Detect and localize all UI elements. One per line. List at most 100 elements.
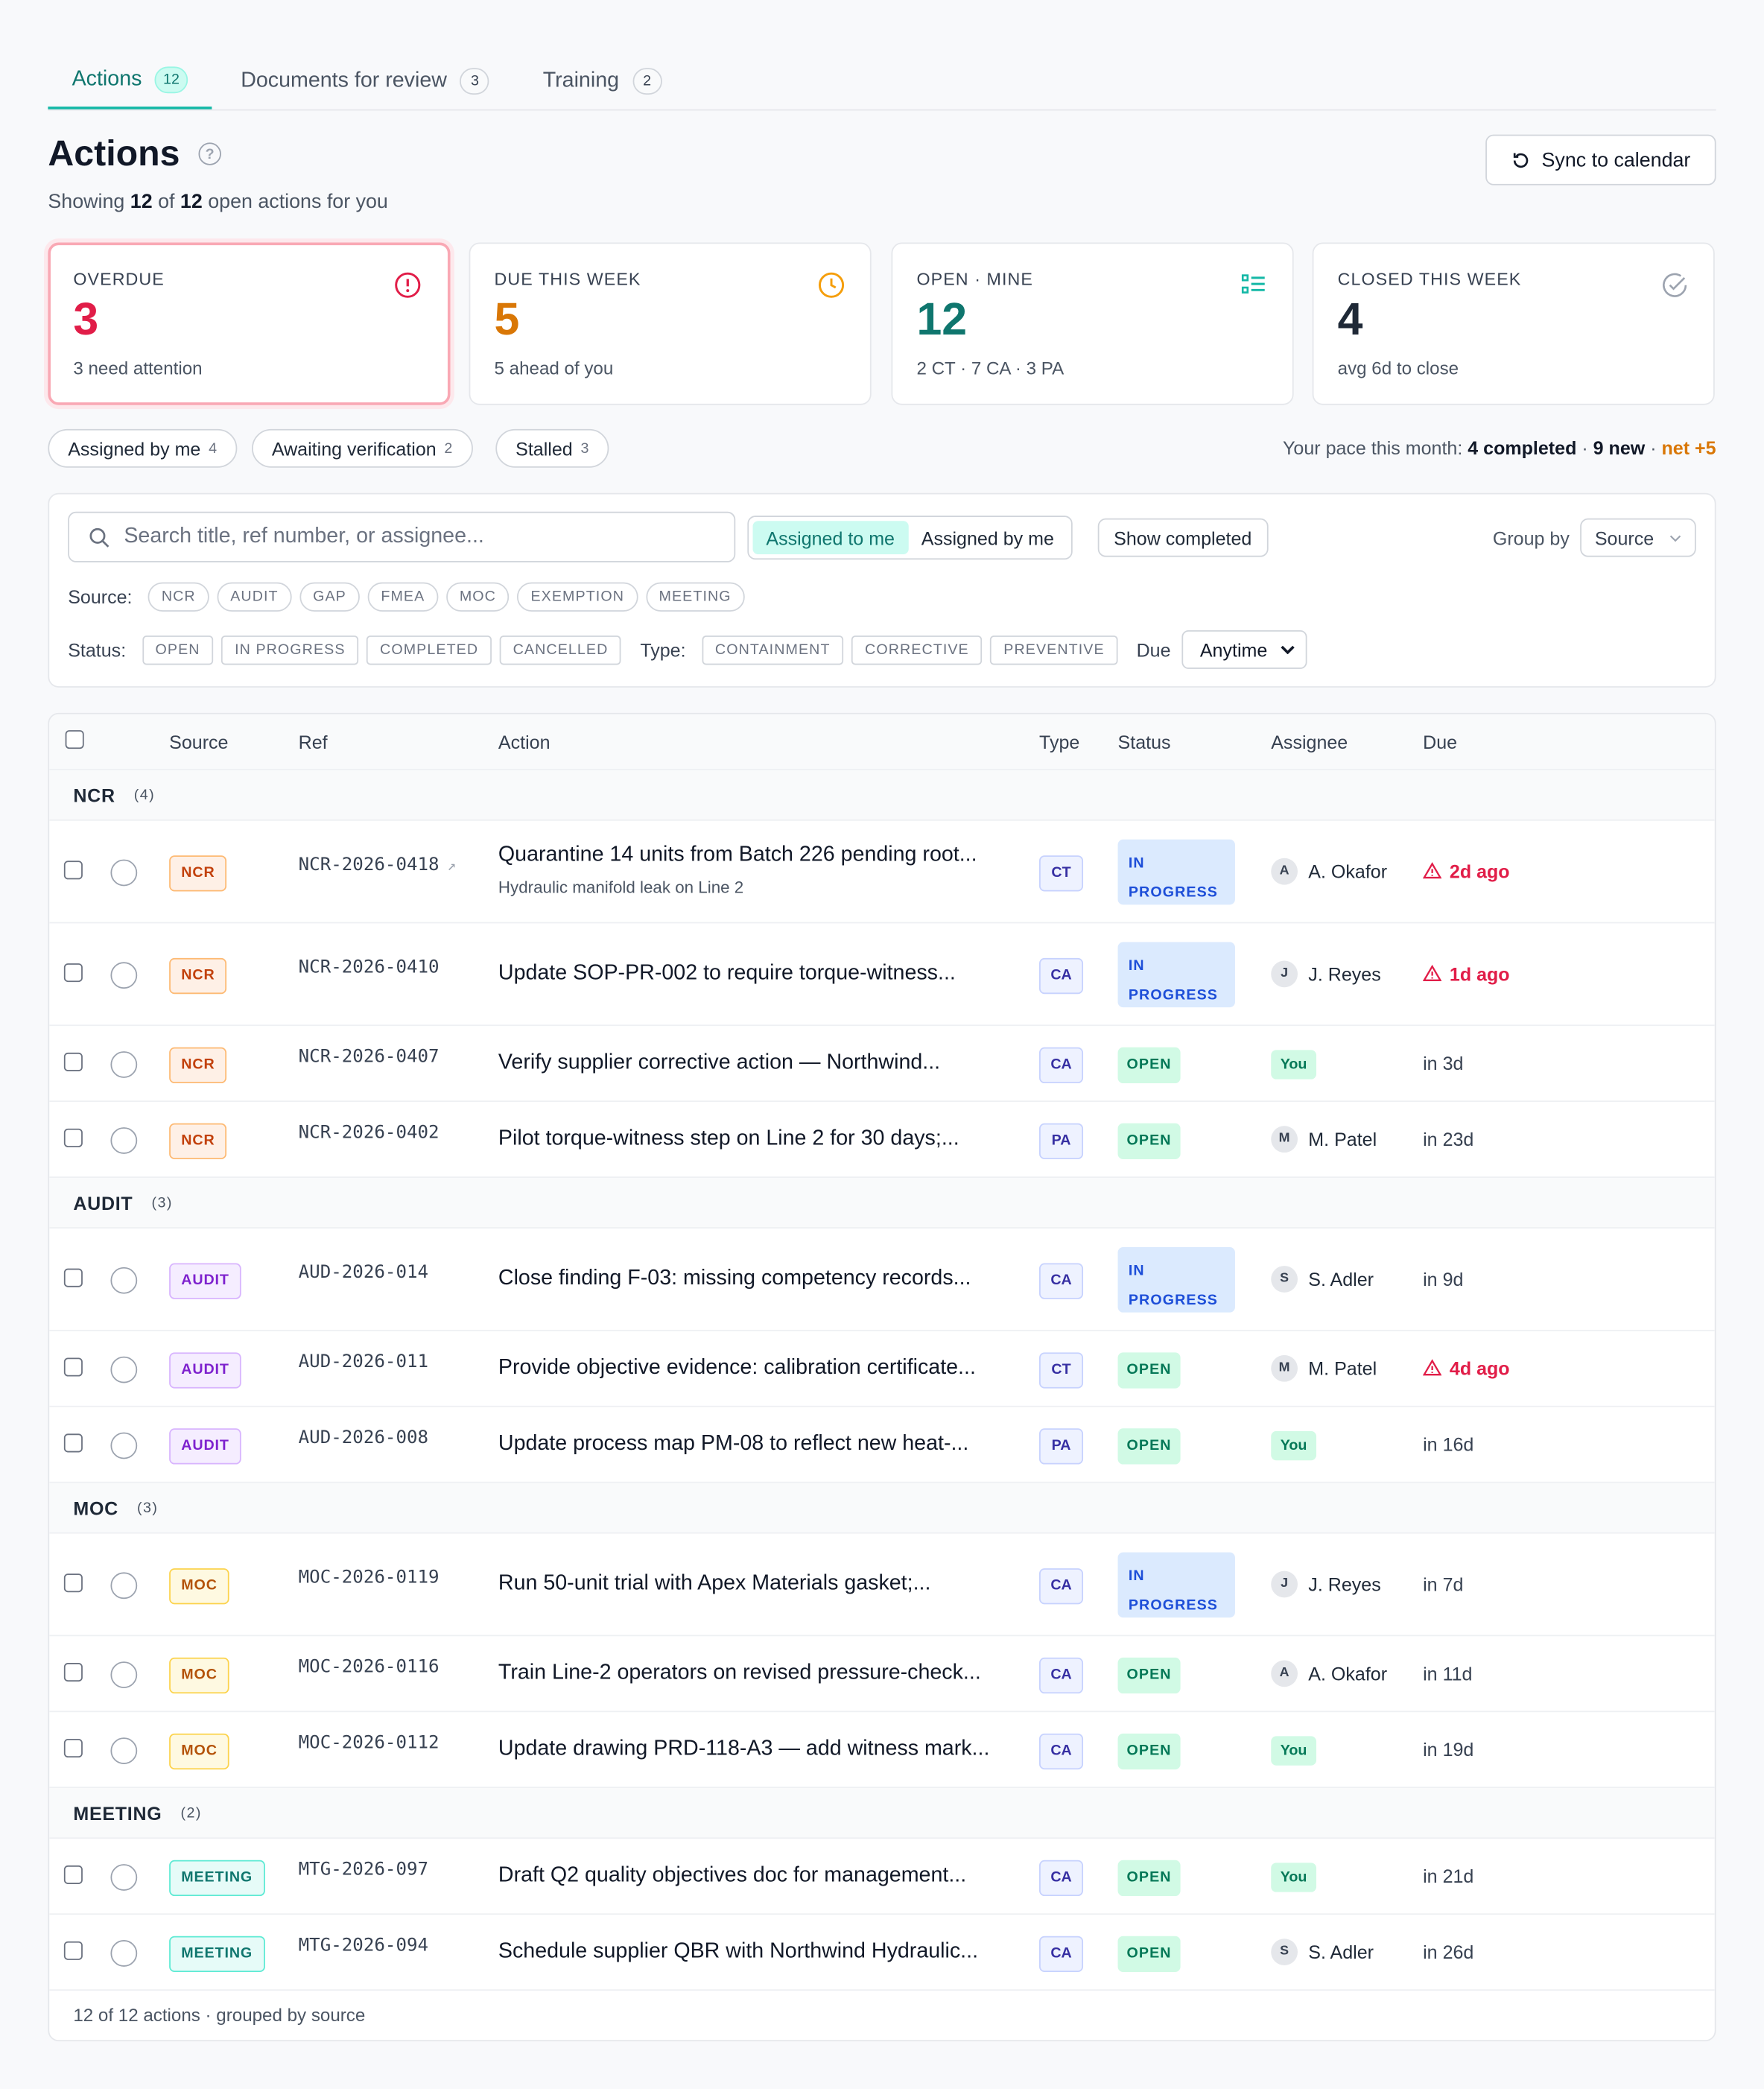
source-chip-audit[interactable]: AUDIT	[217, 582, 292, 612]
assigned-by-me-toggle[interactable]: Assigned by me	[921, 527, 1054, 548]
table-row[interactable]: NCR NCR-2026-0402 Pilot torque-witness ste…	[49, 1102, 1715, 1179]
status-chip-cancelled[interactable]: CANCELLED	[499, 635, 622, 665]
ref-number[interactable]: AUD-2026-008	[299, 1427, 428, 1448]
assigned-to-me-toggle[interactable]: Assigned to me	[752, 521, 908, 555]
kpi-card-open-mine[interactable]: OPEN · MINE 12 2 CT · 7 CA · 3 PA	[891, 242, 1294, 405]
action-title[interactable]: Update process map PM-08 to reflect new …	[498, 1431, 969, 1455]
action-title[interactable]: Update SOP-PR-002 to require torque-witn…	[498, 961, 956, 984]
type-chip-containment[interactable]: CONTAINMENT	[702, 635, 844, 665]
row-checkbox[interactable]	[63, 1940, 83, 1959]
external-link-icon[interactable]: ↗	[447, 856, 457, 874]
sync-to-calendar-button[interactable]: Sync to calendar	[1485, 134, 1716, 186]
table-row[interactable]: AUDIT AUD-2026-014 Close finding F-03: mis…	[49, 1229, 1715, 1331]
row-checkbox[interactable]	[63, 1573, 83, 1592]
source-chip-exemption[interactable]: EXEMPTION	[517, 582, 638, 612]
group-header-meeting[interactable]: MEETING (2)	[49, 1788, 1715, 1839]
quick-filter-awaiting-verification[interactable]: Awaiting verification 2	[252, 428, 473, 468]
ref-number[interactable]: MOC-2026-0112	[299, 1731, 440, 1753]
complete-toggle[interactable]	[110, 1661, 138, 1688]
ref-number[interactable]: MOC-2026-0116	[299, 1655, 440, 1677]
group-header-ncr[interactable]: NCR (4)	[49, 770, 1715, 821]
action-title[interactable]: Provide objective evidence: calibration …	[498, 1355, 976, 1379]
type-chip-corrective[interactable]: CORRECTIVE	[851, 635, 983, 665]
show-completed-button[interactable]: Show completed	[1097, 518, 1268, 557]
status-chip-in-progress[interactable]: IN PROGRESS	[221, 635, 359, 665]
row-checkbox[interactable]	[63, 1357, 83, 1376]
table-row[interactable]: MEETING MTG-2026-094 Schedule supplier QBR…	[49, 1915, 1715, 1991]
row-checkbox[interactable]	[63, 1738, 83, 1757]
ref-number[interactable]: MOC-2026-0119	[299, 1566, 440, 1588]
table-row[interactable]: MOC MOC-2026-0119 Run 50-unit trial with A…	[49, 1534, 1715, 1637]
complete-toggle[interactable]	[110, 961, 138, 989]
action-title[interactable]: Draft Q2 quality objectives doc for mana…	[498, 1863, 967, 1886]
action-title[interactable]: Close finding F-03: missing competency r…	[498, 1266, 971, 1290]
action-title[interactable]: Train Line-2 operators on revised pressu…	[498, 1661, 981, 1684]
complete-toggle[interactable]	[110, 1050, 138, 1078]
complete-toggle[interactable]	[110, 1126, 138, 1153]
row-checkbox[interactable]	[63, 1433, 83, 1452]
column-header-assignee[interactable]: Assignee	[1271, 731, 1348, 753]
ref-number[interactable]: AUD-2026-011	[299, 1351, 428, 1372]
column-header-ref[interactable]: Ref	[298, 731, 328, 753]
table-row[interactable]: MEETING MTG-2026-097 Draft Q2 quality obje…	[49, 1839, 1715, 1915]
row-checkbox[interactable]	[63, 860, 83, 879]
ref-number[interactable]: MTG-2026-097	[299, 1858, 428, 1880]
source-chip-ncr[interactable]: NCR	[147, 582, 209, 612]
row-checkbox[interactable]	[63, 1662, 83, 1681]
complete-toggle[interactable]	[110, 858, 138, 886]
ref-number[interactable]: NCR-2026-0402	[299, 1121, 440, 1143]
complete-toggle[interactable]	[110, 1939, 138, 1966]
complete-toggle[interactable]	[110, 1737, 138, 1764]
row-checkbox[interactable]	[63, 963, 83, 982]
row-checkbox[interactable]	[63, 1052, 83, 1071]
table-row[interactable]: NCR NCR-2026-0407 Verify supplier correcti…	[49, 1026, 1715, 1103]
source-chip-meeting[interactable]: MEETING	[645, 582, 745, 612]
table-row[interactable]: NCR NCR-2026-0410 Update SOP-PR-002 to req…	[49, 923, 1715, 1027]
kpi-card-closed-this-week[interactable]: CLOSED THIS WEEK 4 avg 6d to close	[1312, 242, 1715, 405]
tab-actions[interactable]: Actions 12	[48, 54, 212, 110]
ref-number[interactable]: NCR-2026-0407	[299, 1045, 440, 1067]
complete-toggle[interactable]	[110, 1571, 138, 1599]
action-title[interactable]: Update drawing PRD-118-A3 — add witness …	[498, 1737, 990, 1760]
status-chip-open[interactable]: OPEN	[142, 635, 214, 665]
complete-toggle[interactable]	[110, 1266, 138, 1293]
source-chip-moc[interactable]: MOC	[445, 582, 510, 612]
status-chip-completed[interactable]: COMPLETED	[367, 635, 492, 665]
ref-number[interactable]: AUD-2026-014	[299, 1261, 428, 1283]
search-input[interactable]	[124, 524, 684, 549]
action-title[interactable]: Verify supplier corrective action — Nort…	[498, 1050, 941, 1074]
table-row[interactable]: AUDIT AUD-2026-011 Provide objective evide…	[49, 1331, 1715, 1407]
column-header-due[interactable]: Due	[1423, 731, 1458, 753]
table-row[interactable]: MOC MOC-2026-0116 Train Line-2 operators o…	[49, 1636, 1715, 1713]
column-header-type[interactable]: Type	[1039, 731, 1080, 753]
source-chip-fmea[interactable]: FMEA	[367, 582, 439, 612]
help-icon[interactable]: ?	[198, 142, 221, 165]
due-filter-select[interactable]: Anytime	[1181, 630, 1307, 669]
row-checkbox[interactable]	[63, 1127, 83, 1147]
group-header-moc[interactable]: MOC (3)	[49, 1483, 1715, 1534]
search-box[interactable]	[68, 511, 736, 562]
column-header-status[interactable]: Status	[1117, 731, 1171, 753]
select-all-checkbox[interactable]	[65, 730, 84, 749]
column-header-action[interactable]: Action	[498, 731, 551, 753]
column-header-source[interactable]: Source	[169, 731, 229, 753]
action-title[interactable]: Pilot torque-witness step on Line 2 for …	[498, 1126, 959, 1150]
ref-number[interactable]: NCR-2026-0410	[299, 956, 440, 977]
table-row[interactable]: AUDIT AUD-2026-008 Update process map PM-0…	[49, 1407, 1715, 1483]
table-row[interactable]: NCR NCR-2026-0418 ↗ Hydraulic manifold leak…	[49, 821, 1715, 924]
table-row[interactable]: MOC MOC-2026-0112 Update drawing PRD-118-A…	[49, 1712, 1715, 1789]
row-checkbox[interactable]	[63, 1267, 83, 1287]
quick-filter-assigned-by-me[interactable]: Assigned by me 4	[48, 428, 237, 468]
action-title[interactable]: Schedule supplier QBR with Northwind Hyd…	[498, 1939, 979, 1962]
action-title[interactable]: Run 50-unit trial with Apex Materials ga…	[498, 1571, 931, 1594]
quick-filter-stalled[interactable]: Stalled 3	[495, 428, 609, 468]
ref-number[interactable]: NCR-2026-0418 ↗	[299, 854, 457, 875]
type-chip-preventive[interactable]: PREVENTIVE	[990, 635, 1118, 665]
kpi-card-due-this-week[interactable]: DUE THIS WEEK 5 5 ahead of you	[469, 242, 872, 405]
ref-number[interactable]: MTG-2026-094	[299, 1934, 428, 1956]
group-header-audit[interactable]: AUDIT (3)	[49, 1178, 1715, 1229]
kpi-card-overdue[interactable]: OVERDUE 3 3 need attention	[48, 242, 451, 405]
complete-toggle[interactable]	[110, 1431, 138, 1459]
group-by-select[interactable]: Source	[1580, 518, 1696, 557]
complete-toggle[interactable]	[110, 1863, 138, 1890]
